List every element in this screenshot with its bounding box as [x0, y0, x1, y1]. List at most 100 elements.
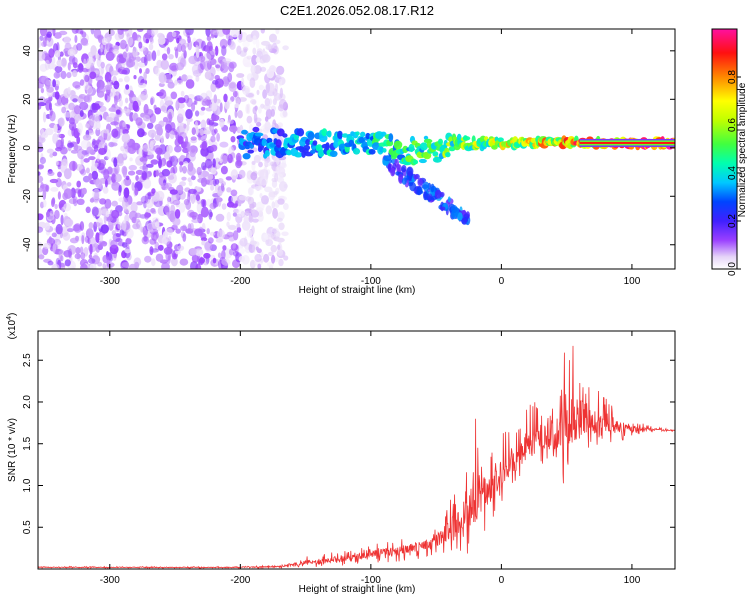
spectrogram-cell: [145, 38, 149, 44]
spectrogram-cell: [187, 141, 192, 153]
spectrogram-cell: [78, 62, 84, 71]
spectrogram-cell: [143, 114, 150, 122]
spectrogram-cell: [254, 132, 264, 137]
spectrogram-cell: [171, 31, 177, 38]
spectrogram-cell: [138, 82, 147, 88]
spectrogram-cell: [100, 61, 105, 69]
spectrogram-cell: [136, 201, 144, 206]
spectrogram-cell: [154, 107, 162, 115]
spectrogram-cell: [164, 204, 171, 215]
spectrogram-cell: [52, 79, 56, 88]
spectrogram-cell: [206, 179, 215, 186]
spectrogram-cell: [158, 158, 162, 169]
spectrogram-cell: [60, 231, 63, 239]
spectrogram-cell: [51, 198, 55, 208]
spectrogram-cell: [167, 175, 175, 180]
spectrogram-cell: [111, 209, 120, 219]
spectrogram-cell: [188, 55, 197, 65]
spectrogram-cell: [93, 243, 99, 248]
spectrogram-cell: [51, 263, 60, 269]
spectrogram-cell: [104, 145, 108, 153]
spectrogram-cell: [237, 202, 242, 207]
spectrogram-cell: [212, 158, 216, 168]
spectrogram-cell: [167, 195, 171, 205]
spectrogram-cell: [38, 187, 43, 193]
spectrogram-cell: [104, 84, 113, 90]
spectrogram-cell: [115, 233, 121, 238]
spectrogram-cell: [76, 163, 83, 172]
spectrogram-cell: [252, 179, 258, 184]
spectrogram-cell: [140, 195, 149, 204]
spectrogram-cell: [235, 152, 242, 163]
spectrogram-cell: [121, 108, 130, 114]
spectrogram-cell: [190, 136, 197, 141]
spectrogram-cell: [102, 128, 110, 134]
spectrogram-cell: [142, 163, 148, 173]
spectrogram-cell: [256, 121, 262, 127]
spectrogram-cell: [92, 114, 101, 122]
colorbar-label: Normalized spectral amplitude: [737, 82, 748, 217]
spectrogram-cell: [88, 156, 96, 161]
spectrogram-cell: [213, 94, 218, 104]
spectrogram-cell: [45, 184, 50, 192]
spectrogram-cell: [447, 196, 451, 203]
spectrogram-cell: [185, 136, 189, 148]
spectrogram-cell: [99, 198, 107, 205]
spectrogram-cell: [188, 188, 197, 194]
spectrogram-cell: [199, 143, 206, 149]
spectrogram-cell: [166, 144, 173, 154]
spectrogram-cell: [59, 51, 64, 57]
spectrogram-cell: [222, 58, 232, 63]
spectrogram-cell: [73, 105, 82, 115]
spectrogram-cell: [264, 186, 273, 193]
spectrogram-cell: [74, 253, 81, 260]
spectrogram-cell: [217, 189, 223, 197]
spectrogram-cell: [155, 67, 160, 77]
spectrogram-cell: [121, 262, 130, 268]
spectrogram-cell: [270, 108, 275, 117]
spectrogram-cell: [142, 178, 152, 189]
spectrogram-cell: [210, 144, 218, 152]
spectrogram-cell: [249, 203, 255, 209]
spectrogram-cell: [307, 131, 315, 141]
spectrogram-cell: [149, 140, 154, 150]
spectrogram-cell: [210, 184, 215, 191]
spectrogram-cell: [245, 104, 249, 114]
spectrogram-cell: [49, 153, 54, 158]
y-tick-label: 1.0: [22, 478, 33, 492]
spectrogram-cell: [175, 99, 179, 110]
spectrogram-cell: [261, 40, 270, 46]
spectrogram-cell: [195, 110, 200, 117]
spectrogram-cell: [255, 56, 261, 64]
spectrogram-cell: [136, 29, 144, 32]
spectrogram-cell: [167, 81, 175, 89]
spectrogram-cell: [278, 99, 287, 109]
spectrogram-cell: [137, 61, 147, 68]
spectrogram-cell: [76, 180, 81, 188]
spectrogram-cell: [73, 223, 82, 233]
spectrogram-cell: [141, 236, 150, 245]
spectrogram-cell: [67, 228, 74, 233]
spectrogram-cell: [219, 38, 228, 49]
spectrogram-cell: [250, 98, 257, 105]
spectrogram-cell: [177, 136, 184, 145]
spectrogram-cell: [122, 51, 128, 59]
spectrogram-cell: [210, 135, 216, 143]
spectrogram-cell: [68, 56, 74, 62]
bottom-x-ticks: -300 -200 -100 0 100: [100, 331, 641, 586]
spectrogram-cell: [98, 105, 107, 112]
spectrogram-cell: [60, 255, 64, 262]
spectrogram-cell: [67, 62, 71, 71]
spectrogram-cell: [241, 220, 251, 231]
spectrogram-cell: [39, 35, 44, 42]
spectrogram-cell: [74, 35, 78, 43]
spectrogram-cell: [176, 113, 184, 124]
spectrogram-cell: [271, 254, 276, 264]
spectrogram-cell: [168, 235, 172, 242]
spectrogram-cell: [77, 189, 82, 198]
spectrogram-cell: [273, 230, 281, 238]
spectrogram-cell: [260, 66, 267, 72]
spectrogram-cell: [64, 42, 72, 52]
spectrogram-cell: [46, 31, 52, 38]
spectrogram-cell: [125, 43, 129, 52]
